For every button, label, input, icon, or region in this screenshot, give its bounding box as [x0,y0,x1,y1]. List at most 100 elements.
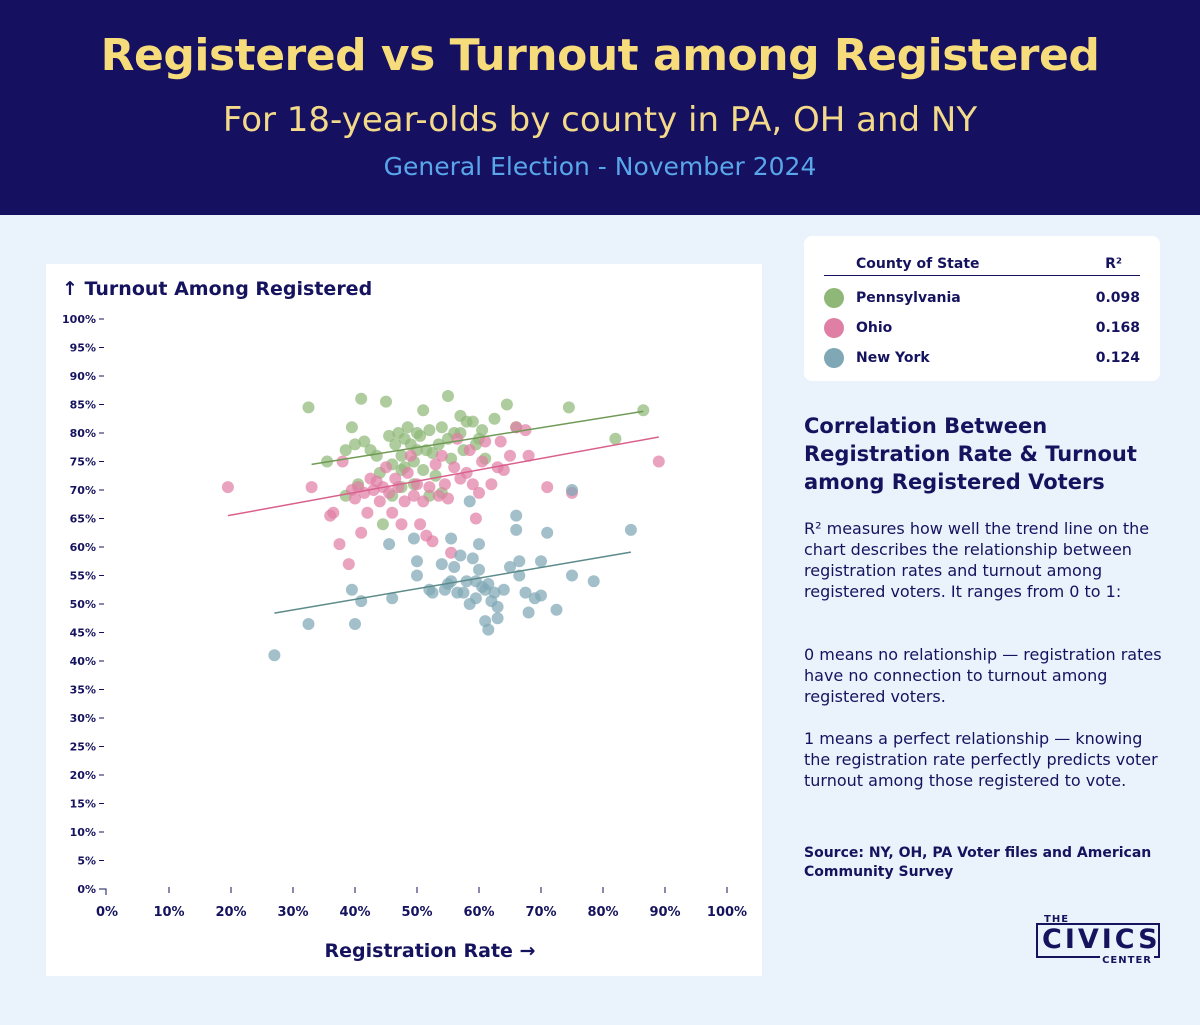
point-pennsylvania [466,415,479,428]
point-ohio [342,558,355,571]
point-pennsylvania [417,464,430,477]
point-ohio [417,495,430,508]
point-ohio [380,461,392,474]
x-tick-label: 100% [707,905,747,920]
point-new-york [587,575,600,588]
point-pennsylvania [414,429,427,442]
point-new-york [457,586,470,599]
page-subtitle: For 18-year-olds by county in PA, OH and… [222,100,978,140]
point-ohio [336,455,349,468]
point-ohio [510,421,523,434]
point-new-york [473,538,485,551]
page-title: Registered vs Turnout among Registered [100,30,1100,81]
x-tick-label: 50% [401,905,432,920]
legend-label: Pennsylvania [856,290,961,306]
point-new-york [268,649,281,662]
side-paragraph-intro: R² measures how well the trend line on t… [804,519,1150,601]
point-new-york [445,532,458,545]
point-pennsylvania [345,421,358,434]
y-tick-label: 35% [70,684,96,697]
point-ohio [407,489,420,502]
trend-line-new-york [274,551,632,614]
y-tick-label: 90% [70,370,96,383]
point-pennsylvania [429,469,442,482]
point-new-york [383,538,396,551]
point-new-york [510,523,523,536]
x-tick-label: 60% [463,905,494,920]
point-new-york [469,592,482,605]
legend-header: County of State R² [824,254,1140,276]
civics-center-logo: THE CIVICS CENTER [1036,914,1160,966]
point-pennsylvania [349,438,361,451]
point-new-york [482,623,495,636]
point-new-york [349,617,361,630]
point-new-york [482,578,495,591]
legend-dot-new-york [824,348,844,368]
legend-r2-value: 0.098 [1095,290,1140,306]
point-pennsylvania [562,401,575,414]
point-ohio [429,458,442,471]
legend-row-pennsylvania: Pennsylvania 0.098 [824,286,1140,310]
point-ohio [463,444,476,457]
point-new-york [535,589,547,602]
point-ohio [473,486,485,499]
x-tick-label: 30% [277,905,308,920]
point-ohio [426,535,439,548]
point-ohio [398,495,411,508]
y-tick-label: 85% [70,399,96,412]
point-new-york [519,586,532,599]
trend-line-ohio [227,436,659,517]
point-ohio [451,432,464,445]
point-new-york [488,586,501,599]
point-pennsylvania [376,518,389,531]
point-new-york [513,555,526,568]
point-pennsylvania [417,404,430,417]
point-new-york [522,606,535,619]
x-tick-label: 10% [153,905,184,920]
point-pennsylvania [476,424,489,437]
point-ohio [435,449,448,462]
y-tick-label: 20% [70,769,96,782]
point-new-york [513,569,526,582]
point-pennsylvania [395,449,408,462]
point-new-york [473,563,485,576]
point-new-york [541,526,554,539]
point-ohio [466,478,479,491]
logo-the: THE [1044,914,1070,925]
point-ohio [442,492,454,505]
point-new-york [566,484,578,496]
y-tick-label: 70% [70,484,96,497]
point-new-york [454,549,467,562]
point-new-york [411,569,423,582]
legend-dot-ohio [824,318,844,338]
legend-header-r2: R² [1105,256,1122,272]
point-new-york [491,612,504,625]
point-new-york [497,583,510,596]
y-tick-label: 15% [70,798,96,811]
point-new-york [491,600,504,613]
point-ohio [445,546,458,559]
y-tick-label: 60% [70,541,96,554]
point-ohio [361,506,374,519]
point-ohio [386,506,399,519]
point-new-york [411,555,423,568]
point-ohio [541,481,554,494]
y-tick-label: 50% [70,598,96,611]
logo-civics: CIVICS [1042,924,1161,955]
point-ohio [221,481,234,494]
point-ohio [401,466,414,479]
point-ohio [423,481,436,494]
point-pennsylvania [355,392,368,405]
point-pennsylvania [339,444,352,457]
point-pennsylvania [488,412,501,425]
point-pennsylvania [423,424,436,437]
point-new-york [535,555,547,568]
point-pennsylvania [401,421,414,434]
point-pennsylvania [609,432,622,445]
source-note: Source: NY, OH, PA Voter files and Ameri… [804,845,1152,880]
point-pennsylvania [442,389,454,402]
y-tick-label: 40% [70,655,96,668]
x-axis-title: Registration Rate → [324,940,536,962]
point-ohio [373,495,386,508]
